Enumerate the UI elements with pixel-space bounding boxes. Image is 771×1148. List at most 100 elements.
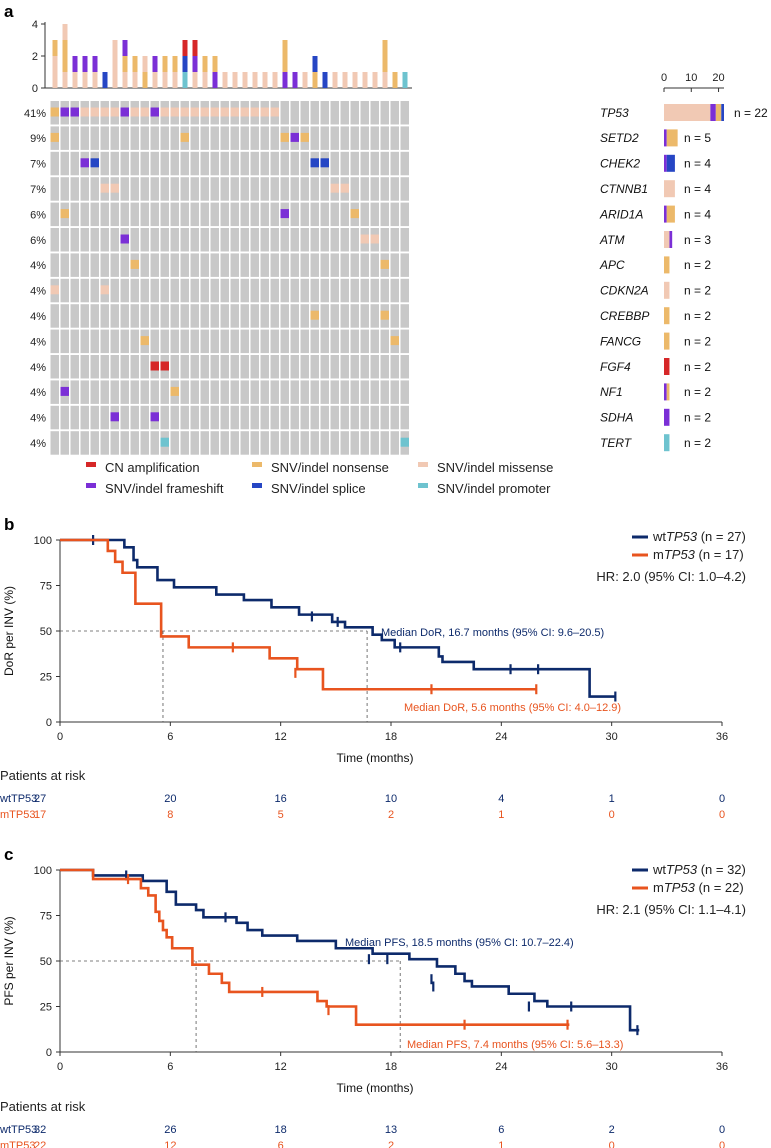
- grid-cell: [240, 126, 249, 150]
- grid-cell: [280, 253, 289, 277]
- y-axis-label: DoR per INV (%): [2, 586, 16, 676]
- mutation-cell: [130, 259, 139, 269]
- top-bar-segment: [212, 56, 218, 72]
- top-tick-label: 0: [32, 83, 38, 95]
- grid-cell: [220, 329, 229, 354]
- wt-risk-label: wtTP53: [0, 793, 37, 805]
- grid-cell: [260, 431, 269, 455]
- grid-cell: [340, 380, 349, 404]
- grid-cell: [220, 151, 229, 176]
- grid-cell: [400, 101, 409, 125]
- grid-cell: [340, 278, 349, 303]
- x-tick-label: 36: [716, 1061, 728, 1073]
- grid-cell: [390, 202, 399, 227]
- legend-label: SNV/indel promoter: [437, 481, 551, 496]
- wt-risk-value: 4: [498, 793, 504, 805]
- legend-label: SNV/indel nonsense: [271, 460, 389, 475]
- grid-cell: [180, 151, 189, 176]
- grid-cell: [320, 278, 329, 303]
- mutation-cell: [170, 107, 179, 117]
- wt-risk-value: 20: [164, 793, 176, 805]
- grid-cell: [140, 151, 149, 176]
- grid-cell: [250, 278, 259, 303]
- grid-cell: [330, 304, 339, 328]
- grid-cell: [300, 228, 309, 252]
- gene-percent: 4%: [30, 362, 46, 374]
- grid-cell: [390, 278, 399, 303]
- mut-risk-label: mTP53: [0, 809, 35, 821]
- grid-cell: [330, 355, 339, 379]
- grid-cell: [180, 177, 189, 201]
- median-wt-annotation: Median DoR, 16.7 months (95% CI: 9.6–20.…: [381, 627, 604, 639]
- grid-cell: [150, 304, 159, 328]
- grid-cell: [60, 253, 69, 277]
- grid-cell: [290, 329, 299, 354]
- grid-cell: [200, 253, 209, 277]
- grid-cell: [330, 329, 339, 354]
- side-bar-segment: [664, 358, 670, 375]
- grid-cell: [230, 304, 239, 328]
- gene-percent: 7%: [30, 184, 46, 196]
- mut-risk-value: 2: [388, 809, 394, 821]
- grid-cell: [90, 405, 99, 430]
- gene-name: APC: [599, 258, 625, 272]
- side-bar-axis: 0 10 20: [661, 72, 725, 92]
- mutation-cell: [390, 336, 399, 346]
- grid-cell: [280, 380, 289, 404]
- grid-cell: [260, 228, 269, 252]
- grid-cell: [110, 151, 119, 176]
- grid-cell: [320, 101, 329, 125]
- grid-cell: [90, 228, 99, 252]
- gene-count: n = 4: [684, 182, 711, 196]
- mutation-cell: [160, 361, 169, 371]
- grid-cell: [390, 151, 399, 176]
- top-bar-segment: [192, 40, 198, 56]
- side-bar-segment: [664, 383, 667, 401]
- mutation-cell: [310, 310, 319, 320]
- gene-count: n = 3: [684, 233, 711, 247]
- side-tick-label: 20: [712, 72, 724, 84]
- x-tick-label: 30: [606, 731, 618, 743]
- grid-cell: [300, 431, 309, 455]
- mut-risk-value: 1: [498, 809, 504, 821]
- grid-cell: [240, 151, 249, 176]
- grid-cell: [320, 405, 329, 430]
- grid-cell: [310, 405, 319, 430]
- grid-cell: [90, 202, 99, 227]
- grid-cell: [140, 431, 149, 455]
- top-bar-segment: [392, 72, 398, 88]
- grid-cell: [160, 304, 169, 328]
- mutation-cell: [70, 107, 79, 117]
- top-bar-segment: [222, 72, 228, 88]
- side-bar-segment: [664, 256, 670, 274]
- grid-cell: [220, 405, 229, 430]
- grid-cell: [380, 126, 389, 150]
- grid-cell: [270, 177, 279, 201]
- grid-cell: [300, 177, 309, 201]
- grid-cell: [300, 304, 309, 328]
- grid-cell: [250, 355, 259, 379]
- grid-cell: [160, 151, 169, 176]
- y-tick-label: 50: [40, 626, 52, 638]
- grid-cell: [70, 228, 79, 252]
- top-bar-segment: [372, 72, 378, 88]
- grid-cell: [80, 329, 89, 354]
- grid-cell: [370, 278, 379, 303]
- grid-cell: [130, 202, 139, 227]
- gene-count: n = 2: [684, 309, 711, 323]
- top-bar-segment: [342, 72, 348, 88]
- grid-cell: [260, 202, 269, 227]
- mut-risk-value: 6: [278, 1140, 284, 1148]
- grid-cell: [310, 355, 319, 379]
- top-bar-segment: [112, 40, 118, 88]
- gene-name: SETD2: [600, 131, 639, 145]
- grid-cell: [250, 228, 259, 252]
- grid-cell: [170, 278, 179, 303]
- grid-cell: [290, 177, 299, 201]
- top-bar-segment: [362, 72, 368, 88]
- grid-cell: [100, 202, 109, 227]
- grid-cell: [180, 405, 189, 430]
- mutation-cell: [310, 158, 319, 168]
- grid-cell: [190, 228, 199, 252]
- grid-cell: [110, 253, 119, 277]
